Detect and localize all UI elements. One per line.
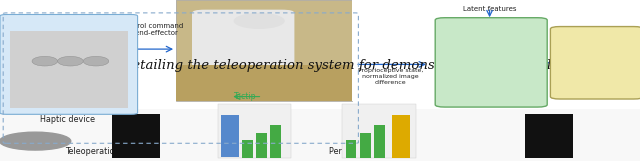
Text: Teleoperation: Teleoperation (65, 147, 120, 156)
Text: Fig. 2: Architecture detailing the teleoperation system for demonstrations and t: Fig. 2: Architecture detailing the teleo… (0, 59, 640, 72)
Text: Latent features: Latent features (463, 6, 516, 12)
Text: Proprioceptive state,
normalized image
difference: Proprioceptive state, normalized image d… (358, 68, 423, 85)
Bar (270, 125, 281, 158)
Circle shape (0, 132, 71, 150)
Text: Behavior
Cloning
Network: Behavior Cloning Network (468, 47, 514, 77)
Bar (346, 140, 356, 158)
Bar (221, 114, 239, 157)
Bar (176, 65, 352, 101)
Bar (360, 133, 371, 158)
Bar (242, 140, 253, 158)
FancyBboxPatch shape (192, 10, 294, 80)
Bar (374, 125, 385, 158)
Bar (10, 31, 128, 108)
FancyBboxPatch shape (550, 27, 640, 99)
Bar (218, 104, 291, 158)
Ellipse shape (83, 56, 109, 66)
Bar (0, 0, 176, 101)
Ellipse shape (234, 13, 285, 29)
Text: Cartesian
command: Cartesian command (572, 53, 621, 72)
Bar (0, 0, 640, 101)
Bar (176, 0, 352, 101)
Text: Tactip: Tactip (234, 92, 256, 101)
Text: Perform task: Perform task (330, 147, 381, 156)
Bar (0, 109, 640, 161)
Bar (256, 133, 267, 158)
Text: Control command
of end-effector: Control command of end-effector (121, 23, 184, 36)
FancyBboxPatch shape (0, 14, 138, 114)
Bar (112, 114, 160, 158)
Bar (525, 114, 573, 158)
Bar (392, 115, 410, 158)
Text: Haptic device: Haptic device (40, 115, 95, 124)
Ellipse shape (58, 56, 83, 66)
FancyBboxPatch shape (435, 18, 547, 107)
Bar (342, 104, 416, 158)
Ellipse shape (32, 56, 58, 66)
Bar (352, 0, 640, 101)
